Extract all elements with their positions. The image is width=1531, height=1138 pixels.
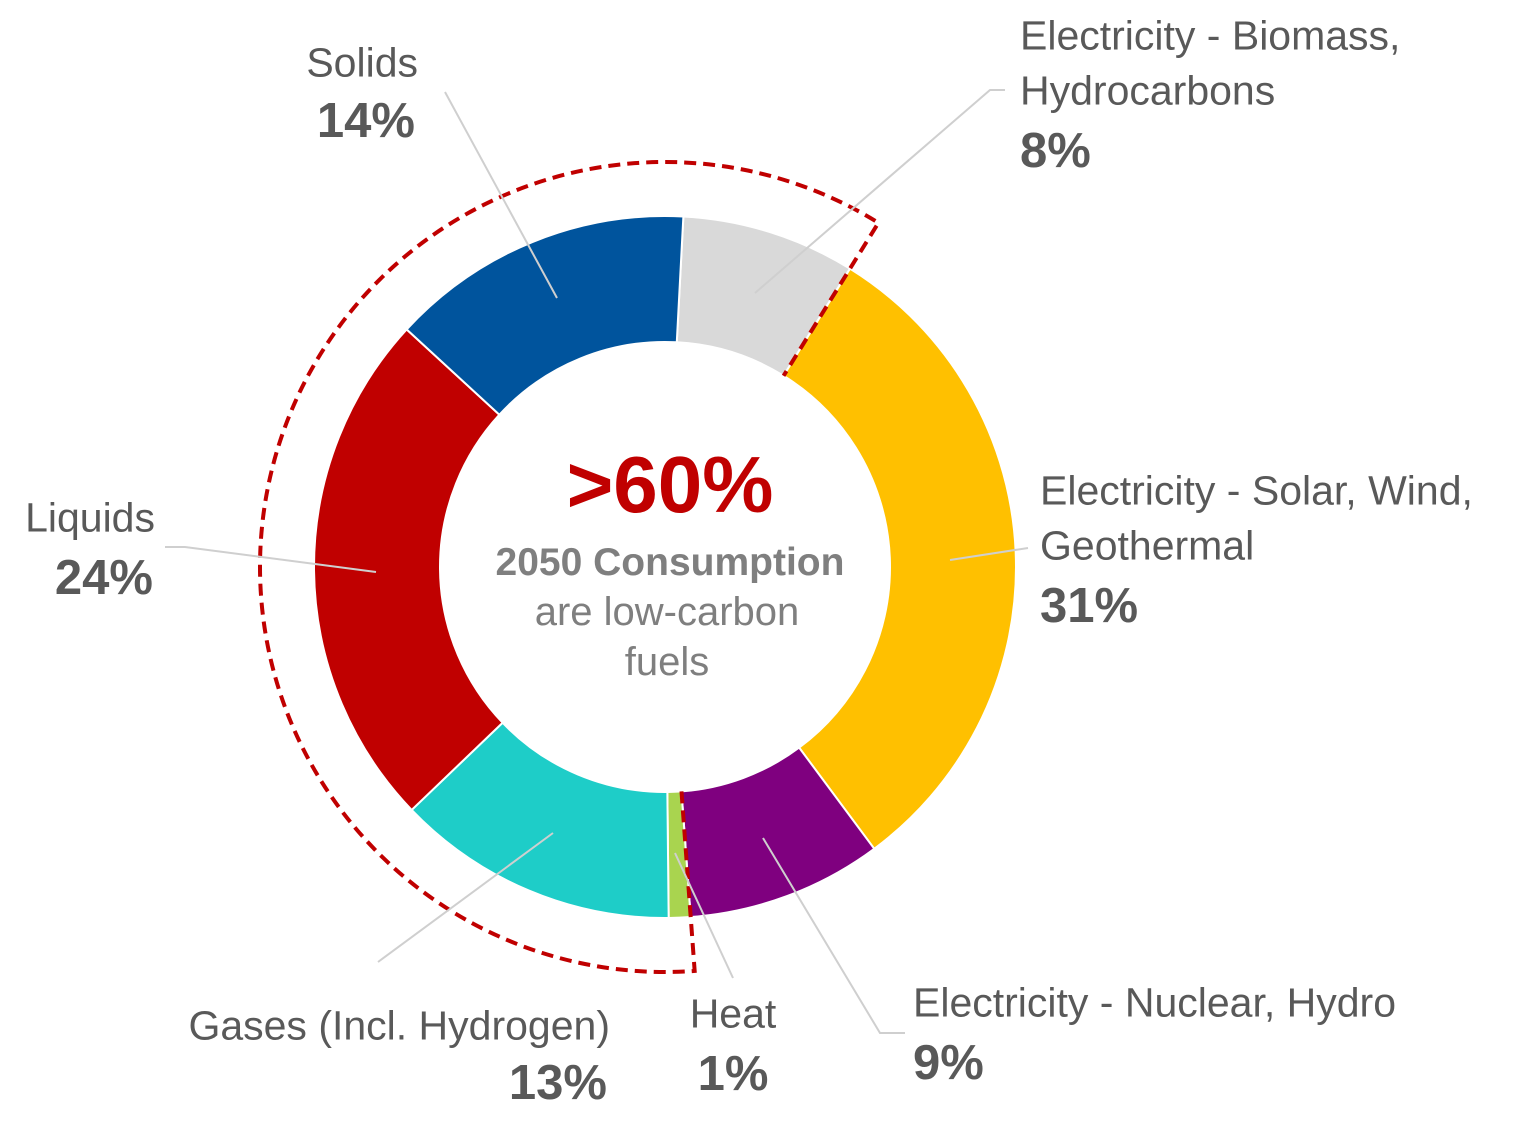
slice-liquids <box>313 328 505 812</box>
center-line1: 2050 Consumption <box>496 541 845 584</box>
low-carbon-highlight-outline <box>258 160 882 974</box>
slice-label-percent: 14% <box>317 94 415 148</box>
leader-line <box>674 852 734 979</box>
leader-line <box>377 832 554 963</box>
slice-label-name: Electricity - Nuclear, Hydro <box>913 979 1396 1025</box>
leader-line <box>762 837 905 1034</box>
slice-label-percent: 24% <box>55 551 153 605</box>
slice-label-percent: 8% <box>1020 124 1091 178</box>
slice-label-name: Solids <box>306 39 418 85</box>
slice-label-percent: 31% <box>1040 579 1138 633</box>
slice-label-name: Electricity - Biomass, <box>1020 12 1400 58</box>
slice-label-percent: 13% <box>509 1056 607 1110</box>
leader-line <box>754 89 1005 294</box>
slice-label-name: Geothermal <box>1040 522 1254 568</box>
center-line3: fuels <box>625 640 710 684</box>
slice-label-name: Liquids <box>25 494 155 540</box>
center-line2: are low-carbon <box>535 590 800 634</box>
leader-lines <box>165 89 1029 1034</box>
leader-line <box>444 91 558 299</box>
slice-label-percent: 1% <box>698 1047 769 1101</box>
slice-label-name: Gases (Incl. Hydrogen) <box>188 1002 610 1048</box>
slice-electricity-solar-wind-geothermal <box>782 267 1017 851</box>
slices <box>313 215 1017 919</box>
slice-label-percent: 9% <box>913 1036 984 1090</box>
slice-labels: Electricity - Biomass, Hydrocarbons 8% Elec… <box>25 12 1473 1110</box>
leader-line <box>949 547 1029 561</box>
center-headline: >60% <box>567 440 774 529</box>
slice-solids <box>405 215 685 417</box>
slice-label-name: Hydrocarbons <box>1020 67 1275 113</box>
leader-line <box>165 546 377 573</box>
slice-label-name: Heat <box>690 990 777 1036</box>
slice-label-name: Electricity - Solar, Wind, <box>1040 467 1473 513</box>
